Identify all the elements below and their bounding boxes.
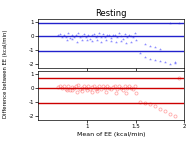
Title: Resting: Resting [95,9,127,18]
Text: Difference between EE (kcal/min): Difference between EE (kcal/min) [3,30,8,118]
X-axis label: Mean of EE (kcal/min): Mean of EE (kcal/min) [77,132,145,137]
